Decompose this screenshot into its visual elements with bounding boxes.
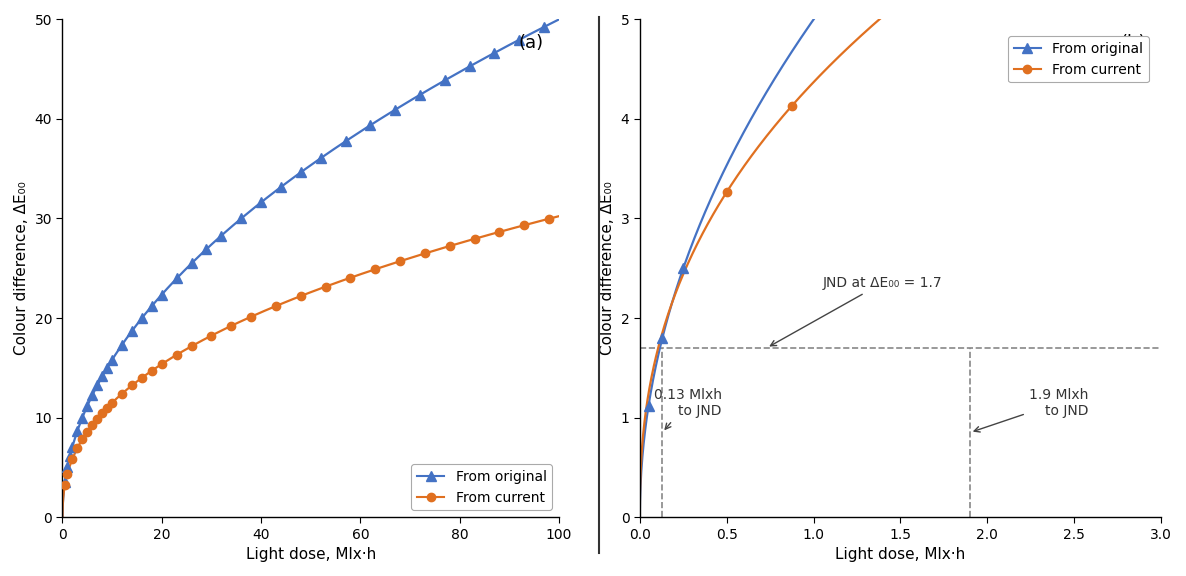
Legend: From original, From current: From original, From current [1008, 36, 1149, 82]
Y-axis label: Colour difference, ΔE₀₀: Colour difference, ΔE₀₀ [600, 181, 616, 355]
Y-axis label: Colour difference, ΔE₀₀: Colour difference, ΔE₀₀ [14, 181, 28, 355]
X-axis label: Light dose, Mlx·h: Light dose, Mlx·h [246, 547, 376, 562]
Text: (b): (b) [1120, 35, 1146, 52]
Text: (a): (a) [519, 35, 544, 52]
Text: 0.13 Mlxh
to JND: 0.13 Mlxh to JND [653, 388, 721, 429]
Legend: From original, From current: From original, From current [412, 464, 551, 510]
Text: JND at ΔE₀₀ = 1.7: JND at ΔE₀₀ = 1.7 [771, 276, 942, 346]
Text: 1.9 Mlxh
to JND: 1.9 Mlxh to JND [974, 388, 1089, 432]
X-axis label: Light dose, Mlx·h: Light dose, Mlx·h [835, 547, 965, 562]
